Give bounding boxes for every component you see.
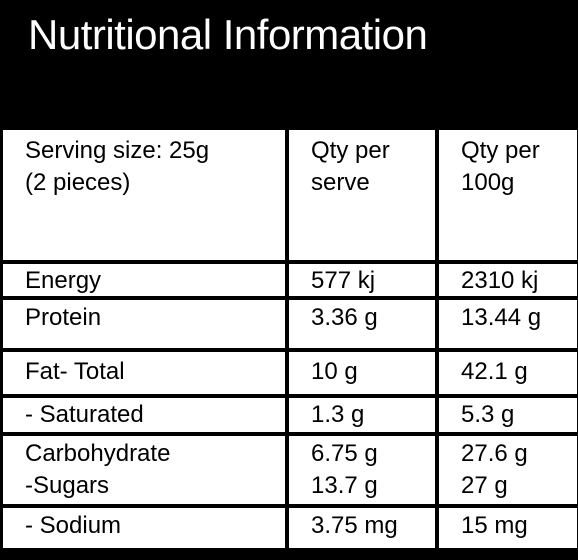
nutrient-name: Fat- Total bbox=[3, 352, 285, 394]
nutrition-table: Serving size: 25g (2 pieces) Qty per ser… bbox=[3, 130, 577, 560]
per-serve-value: 3.75 mg bbox=[289, 508, 435, 548]
table-row: Energy 577 kj 2310 kj bbox=[3, 264, 577, 296]
per-serve-value: 6.75 g 13.7 g bbox=[289, 436, 435, 504]
page-title: Nutritional Information bbox=[28, 11, 428, 58]
per-100g-value: 13.44 g bbox=[439, 300, 577, 348]
table-row: Fat- Total 10 g 42.1 g bbox=[3, 352, 577, 394]
per-100g-value: 15 mg bbox=[439, 508, 577, 548]
per-serve-value: 1.3 g bbox=[289, 398, 435, 432]
table-row: Protein 3.36 g 13.44 g bbox=[3, 300, 577, 348]
per-serve-header: Qty per serve bbox=[289, 130, 435, 260]
table-header-row: Serving size: 25g (2 pieces) Qty per ser… bbox=[3, 130, 577, 260]
per-100g-value: 5.3 g bbox=[439, 398, 577, 432]
per-100g-value: 42.1 g bbox=[439, 352, 577, 394]
serving-size-cell: Serving size: 25g (2 pieces) bbox=[3, 130, 285, 260]
table-row: Carbohydrate -Sugars 6.75 g 13.7 g 27.6 … bbox=[3, 436, 577, 504]
per-serve-value: 3.36 g bbox=[289, 300, 435, 348]
per-100g-header: Qty per 100g bbox=[439, 130, 577, 260]
per-100g-value: 27.6 g 27 g bbox=[439, 436, 577, 504]
per-serve-value: 10 g bbox=[289, 352, 435, 394]
nutrient-name: Carbohydrate -Sugars bbox=[3, 436, 285, 504]
per-100g-value: 2310 kj bbox=[439, 264, 577, 296]
nutrient-name: Protein bbox=[3, 300, 285, 348]
per-serve-value: 577 kj bbox=[289, 264, 435, 296]
nutrient-name: - Saturated bbox=[3, 398, 285, 432]
nutrient-name: Energy bbox=[3, 264, 285, 296]
nutrient-name: - Sodium bbox=[3, 508, 285, 548]
table-row: - Saturated 1.3 g 5.3 g bbox=[3, 398, 577, 432]
table-row: - Sodium 3.75 mg 15 mg bbox=[3, 508, 577, 548]
